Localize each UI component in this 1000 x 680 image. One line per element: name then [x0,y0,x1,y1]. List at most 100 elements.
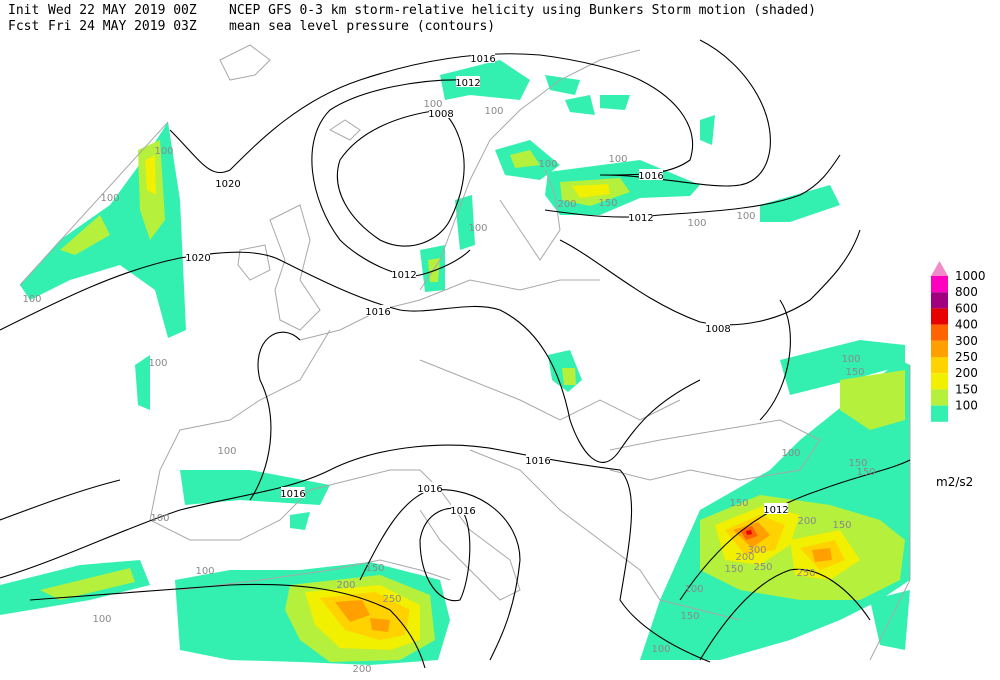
legend-label: 300 [955,334,978,348]
helicity-label: 150 [680,611,699,622]
helicity-label: 300 [747,545,766,556]
shade [510,150,540,168]
isobar [336,109,465,247]
isobar-label: 1016 [470,54,495,65]
isobar-label-halo [281,487,305,498]
isobar-label-halo [706,322,730,333]
shade [335,600,390,632]
coastline [609,419,821,481]
shade [733,522,832,562]
helicity-label: 200 [797,516,816,527]
legend-swatch [931,292,948,309]
shade [700,115,840,222]
helicity-label: 100 [154,146,173,157]
isobar [559,229,861,326]
init-time: Wed 22 MAY 2019 00Z [48,3,197,18]
isobar-label: 1020 [215,179,240,190]
helicity-label: 100 [150,513,169,524]
shade [840,370,905,430]
isobar-label: 1008 [705,324,730,335]
isobar-label: 1012 [455,78,480,89]
legend-label: 250 [955,350,978,364]
isobar-label-halo [639,169,663,180]
helicity-label: 100 [651,644,670,655]
isobar-label-halo [629,211,653,222]
isobar-label: 1008 [428,109,453,120]
legend: 1000 800 600 400 300 250 200 150 100 m2/s2 [931,261,986,489]
shade [545,75,630,115]
coastline [237,244,271,281]
helicity-label: 200 [336,580,355,591]
helicity-label: 100 [687,218,706,229]
coastline [499,169,561,261]
isobar-label-halo [471,52,495,63]
helicity-label: 100 [468,223,487,234]
legend-swatch [931,276,948,293]
isobar [0,444,711,663]
helicity-label: 100 [22,294,41,305]
helicity-label: 150 [365,563,384,574]
helicity-label: 150 [729,498,748,509]
isobar-label-halo [366,305,390,316]
helicity-label: 150 [856,467,875,478]
legend-label: 1000 [955,269,986,283]
legend-swatch [931,389,948,406]
helicity-label: 100 [484,106,503,117]
helicity-label: 100 [423,99,442,110]
coastline [329,119,361,141]
coastline [299,279,600,341]
isobar-label: 1012 [763,505,788,516]
subtitle: mean sea level pressure (contours) [229,19,495,34]
coastline [419,359,681,421]
isobar [544,154,841,218]
shade [145,155,156,195]
helicity-label: 100 [841,354,860,365]
fcst-time: Fri 24 MAY 2019 03Z [48,19,197,34]
helicity-label: 100 [538,159,557,170]
legend-label: 600 [955,301,978,315]
isobar-label: 1016 [450,506,475,517]
coastline [419,49,641,291]
legend-swatch [931,373,948,390]
isobar-label-halo [392,268,416,279]
shade [440,60,530,100]
isobar-label: 1016 [365,307,390,318]
coastline [390,469,521,601]
shade [780,340,905,395]
isobar-label: 1012 [391,270,416,281]
helicity-label: 100 [736,211,755,222]
helicity-shading [0,60,910,665]
title: NCEP GFS 0-3 km storm-relative helicity … [229,3,816,18]
isobar-label-halo [526,454,550,465]
isobar [311,79,471,277]
helicity-label: 100 [100,193,119,204]
shade [60,215,110,255]
isobar [599,39,771,187]
helicity-label: 150 [832,520,851,531]
isobar-label: 1016 [417,484,442,495]
legend-triangle [931,261,948,276]
coastlines [19,44,911,661]
shade [428,258,440,282]
isobar [169,53,694,176]
isobar [359,489,521,661]
legend-label: 800 [955,285,978,299]
legend-swatch [931,357,948,374]
shade [572,184,610,198]
legend-unit: m2/s2 [936,475,973,489]
isobar [0,251,701,463]
legend-label: 150 [955,382,978,396]
isobar [29,583,426,669]
init-label: Init [8,3,39,18]
helicity-label: 250 [753,562,772,573]
helicity-label: 250 [796,568,815,579]
isobar-label: 1020 [185,253,210,264]
helicity-label: 200 [735,552,754,563]
domain-edge [19,121,911,661]
helicity-label: 100 [781,448,800,459]
isobar-label-halo [451,504,475,515]
helicity-label: 150 [598,198,617,209]
legend-swatch [931,308,948,325]
shade [746,530,752,535]
